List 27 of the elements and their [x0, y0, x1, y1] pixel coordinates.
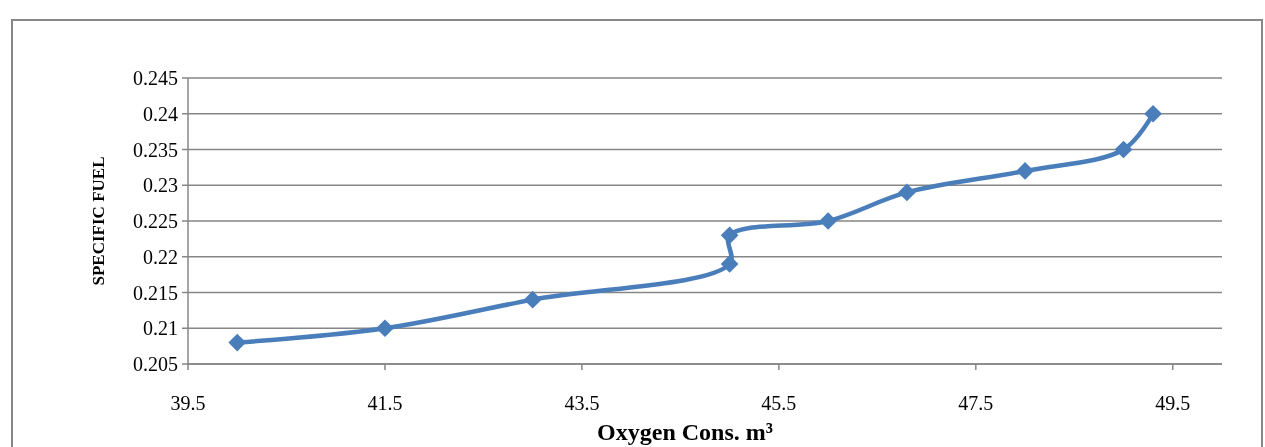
y-tick-label: 0.215 [133, 281, 178, 304]
y-tick-label: 0.245 [133, 67, 178, 89]
y-tick-label: 0.235 [133, 138, 178, 161]
point [1016, 162, 1034, 180]
x-tick-label: 49.5 [1155, 392, 1191, 414]
y-tick-label: 0.24 [143, 102, 178, 125]
point [819, 212, 837, 230]
point [720, 226, 739, 245]
x-tick-label: 43.5 [564, 392, 600, 414]
point [376, 319, 394, 338]
x-tick-label: 47.5 [958, 392, 994, 414]
x-tick-label: 39.5 [170, 392, 206, 414]
point [720, 255, 739, 273]
y-tick-label: 0.22 [143, 245, 178, 268]
point [1144, 104, 1162, 123]
y-axis-title: SPECIFIC FUEL [89, 156, 108, 286]
x-tick-label: 45.5 [761, 392, 797, 414]
y-tick-label: 0.225 [133, 210, 178, 232]
point [898, 183, 916, 202]
point [523, 290, 542, 309]
y-tick-label: 0.205 [133, 353, 178, 375]
y-tick-label: 0.23 [143, 174, 178, 197]
y-tick-label: 0.21 [143, 317, 178, 340]
point [228, 333, 247, 352]
point [1114, 140, 1133, 159]
x-tick-label: 41.5 [367, 392, 403, 414]
x-axis-title: Oxygen Cons. m³ [597, 419, 773, 445]
